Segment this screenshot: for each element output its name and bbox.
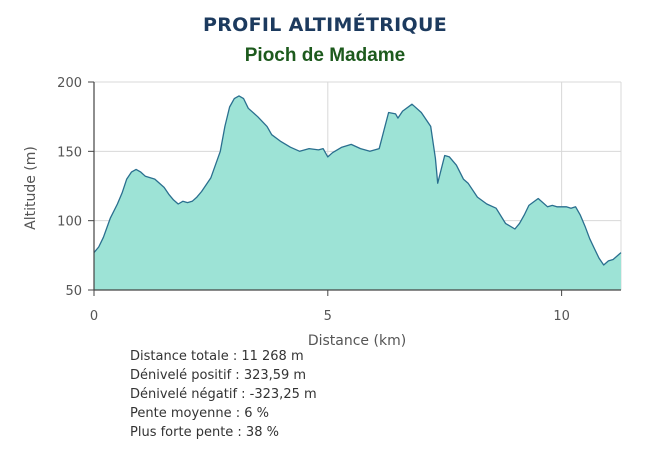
tick-labels: 50 100 150 200 0 5 10	[57, 76, 570, 324]
chart-subtitle: Pioch de Madame	[244, 45, 406, 66]
x-axis-label: Distance (km)	[308, 333, 406, 349]
total-distance: Distance totale : 11 268 m	[130, 349, 304, 364]
elevation-line	[93, 95, 622, 266]
x-tick-label: 10	[553, 309, 570, 324]
negative-elevation: Dénivelé négatif : -323,25 m	[130, 387, 317, 402]
steepest-slope: Plus forte pente : 38 %	[130, 425, 279, 440]
y-tick-label: 50	[65, 284, 82, 299]
elevation-area	[94, 95, 621, 291]
x-tick-label: 0	[90, 309, 98, 324]
y-tick-label: 150	[57, 145, 82, 160]
positive-elevation: Dénivelé positif : 323,59 m	[130, 368, 307, 383]
y-tick-label: 100	[57, 215, 82, 230]
average-slope: Pente moyenne : 6 %	[130, 406, 270, 421]
route-statistics: Distance totale : 11 268 m Dénivelé posi…	[130, 347, 317, 442]
x-tick-label: 5	[324, 309, 332, 324]
y-tick-label: 200	[57, 76, 82, 91]
axes	[88, 81, 621, 296]
y-axis-label: Altitude (m)	[23, 146, 39, 230]
chart-title: PROFIL ALTIMÉTRIQUE	[203, 14, 447, 36]
